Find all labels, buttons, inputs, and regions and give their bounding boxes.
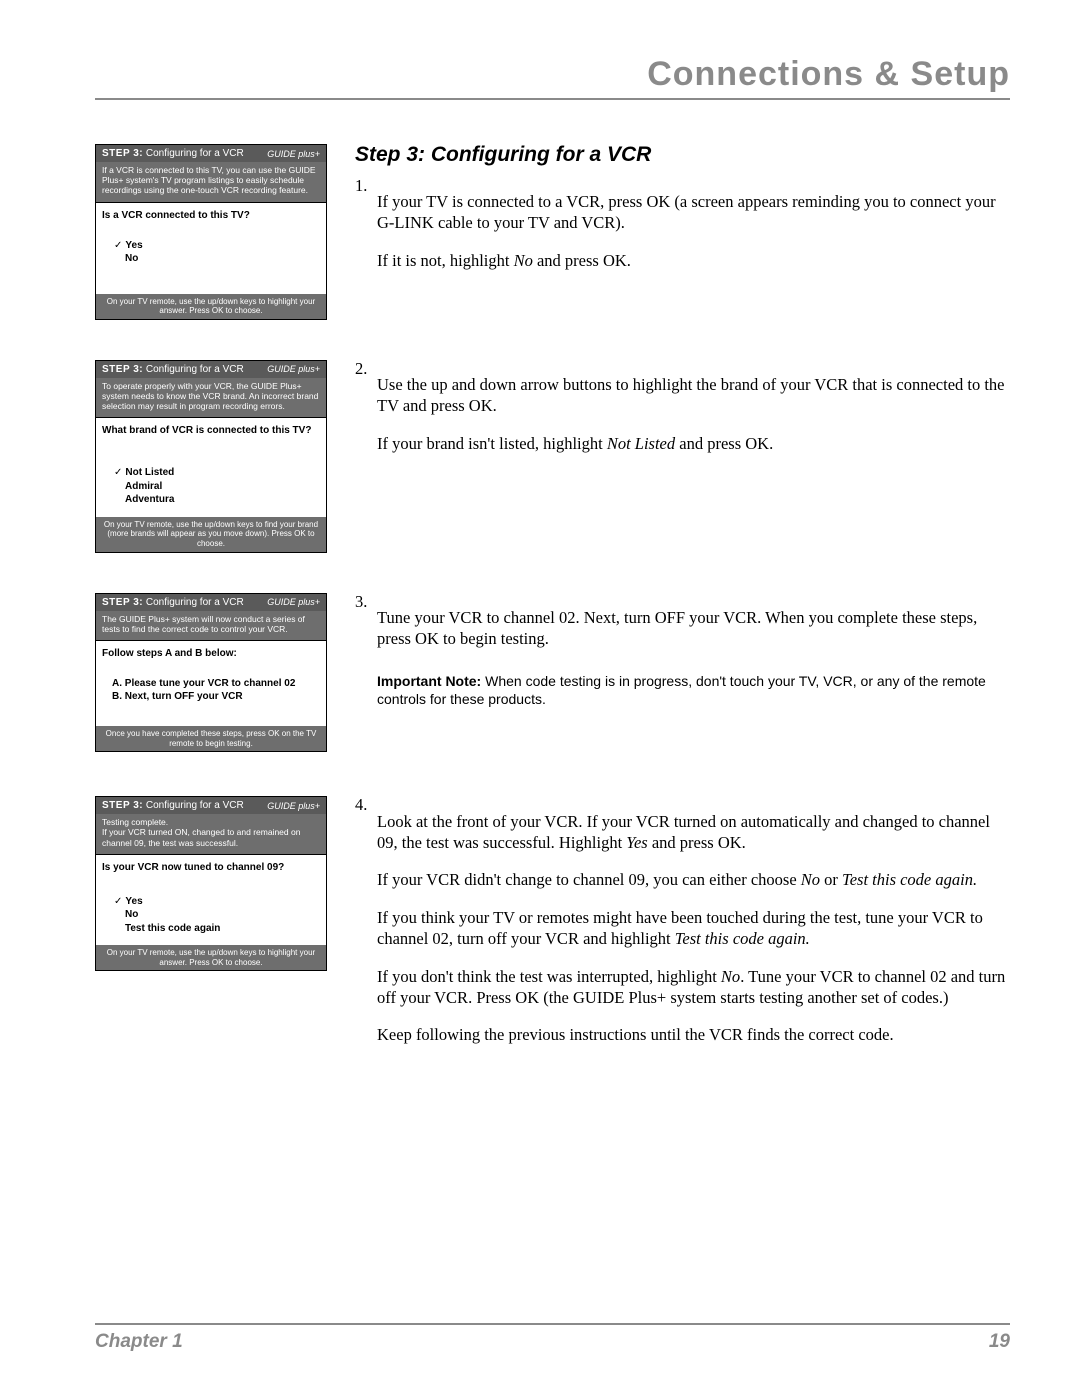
footer-page: 19 [989, 1331, 1010, 1353]
shot1-opt-no: No [125, 252, 320, 266]
shot3-lineB: B. Next, turn OFF your VCR [112, 690, 320, 704]
section-title: Step 3: Configuring for a VCR [355, 142, 1010, 169]
shot3-step: STEP 3: [102, 597, 143, 608]
page-footer: Chapter 1 19 [95, 1323, 1010, 1353]
step2-num: 2. [355, 358, 377, 471]
step1-num: 1. [355, 175, 377, 288]
shot2-step: STEP 3: [102, 364, 143, 375]
screenshot-2: STEP 3: Configuring for a VCR GUIDE plus… [95, 360, 327, 553]
step4-text-a: Look at the front of your VCR. If your V… [377, 811, 1010, 853]
shot4-opt1: Yes [114, 896, 143, 907]
footer-chapter: Chapter 1 [95, 1331, 183, 1353]
step3-num: 3. [355, 591, 377, 666]
step2-text-b: If your brand isn't listed, highlight No… [377, 433, 1010, 454]
step4-text-e: Keep following the previous instructions… [377, 1024, 1010, 1045]
screenshot-1: STEP 3: Configuring for a VCR GUIDE plus… [95, 144, 327, 320]
shot4-question: Is your VCR now tuned to channel 09? [96, 854, 326, 877]
screenshot-4: STEP 3: Configuring for a VCR GUIDE plus… [95, 796, 327, 971]
shot4-desc: Testing complete. If your VCR turned ON,… [96, 814, 326, 854]
shot2-opt1: Not Listed [114, 467, 174, 478]
step3-note: Important Note: When code testing is in … [377, 672, 1010, 708]
shot2-question: What brand of VCR is connected to this T… [96, 417, 326, 440]
shot3-title: Configuring for a VCR [146, 597, 244, 608]
shot3-desc: The GUIDE Plus+ system will now conduct … [96, 611, 326, 640]
shot4-opt3: Test this code again [125, 922, 320, 936]
shot4-step: STEP 3: [102, 800, 143, 811]
shot4-opt2: No [125, 908, 320, 922]
shot3-lineA: A. Please tune your VCR to channel 02 [112, 677, 320, 691]
shot4-logo: GUIDE plus+ [267, 801, 320, 811]
step2-text-a: Use the up and down arrow buttons to hig… [377, 374, 1010, 416]
shot4-title: Configuring for a VCR [146, 800, 244, 811]
step4-num: 4. [355, 794, 377, 1062]
step1-text-b: If it is not, highlight No and press OK. [377, 250, 1010, 271]
step4-text-d: If you don't think the test was interrup… [377, 966, 1010, 1008]
content-area: STEP 3: Configuring for a VCR GUIDE plus… [95, 142, 1010, 1086]
shot2-opt2: Admiral [125, 480, 320, 494]
shot1-question: Is a VCR connected to this TV? [96, 202, 326, 225]
step4-text-c: If you think your TV or remotes might ha… [377, 907, 1010, 949]
shot2-logo: GUIDE plus+ [267, 364, 320, 374]
shot2-opt3: Adventura [125, 493, 320, 507]
shot1-opt-yes: Yes [114, 240, 143, 251]
shot2-desc: To operate properly with your VCR, the G… [96, 378, 326, 418]
page-header: Connections & Setup [95, 55, 1010, 100]
shot1-title: Configuring for a VCR [146, 148, 244, 159]
shot3-logo: GUIDE plus+ [267, 597, 320, 607]
shot3-foot: Once you have completed these steps, pre… [96, 726, 326, 751]
shot2-foot: On your TV remote, use the up/down keys … [96, 517, 326, 552]
screenshot-3: STEP 3: Configuring for a VCR GUIDE plus… [95, 593, 327, 753]
shot4-foot: On your TV remote, use the up/down keys … [96, 945, 326, 970]
shot1-desc: If a VCR is connected to this TV, you ca… [96, 162, 326, 202]
shot3-question: Follow steps A and B below: [96, 640, 326, 663]
shot1-step: STEP 3: [102, 148, 143, 159]
step4-text-b: If your VCR didn't change to channel 09,… [377, 869, 1010, 890]
shot2-title: Configuring for a VCR [146, 364, 244, 375]
shot1-logo: GUIDE plus+ [267, 149, 320, 159]
shot1-foot: On your TV remote, use the up/down keys … [96, 294, 326, 319]
step3-text-a: Tune your VCR to channel 02. Next, turn … [377, 607, 1010, 649]
step1-text-a: If your TV is connected to a VCR, press … [377, 191, 1010, 233]
